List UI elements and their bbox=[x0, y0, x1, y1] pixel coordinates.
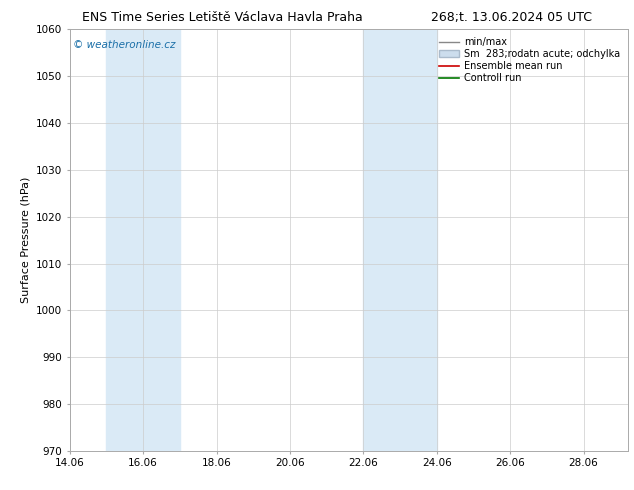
Bar bbox=[363, 29, 437, 451]
Bar bbox=[107, 29, 180, 451]
Text: ENS Time Series Letiště Václava Havla Praha: ENS Time Series Letiště Václava Havla Pr… bbox=[82, 11, 363, 24]
Text: 268;t. 13.06.2024 05 UTC: 268;t. 13.06.2024 05 UTC bbox=[431, 11, 592, 24]
Y-axis label: Surface Pressure (hPa): Surface Pressure (hPa) bbox=[20, 177, 30, 303]
Text: © weatheronline.cz: © weatheronline.cz bbox=[72, 40, 175, 50]
Legend: min/max, Sm  283;rodatn acute; odchylka, Ensemble mean run, Controll run: min/max, Sm 283;rodatn acute; odchylka, … bbox=[437, 34, 623, 86]
